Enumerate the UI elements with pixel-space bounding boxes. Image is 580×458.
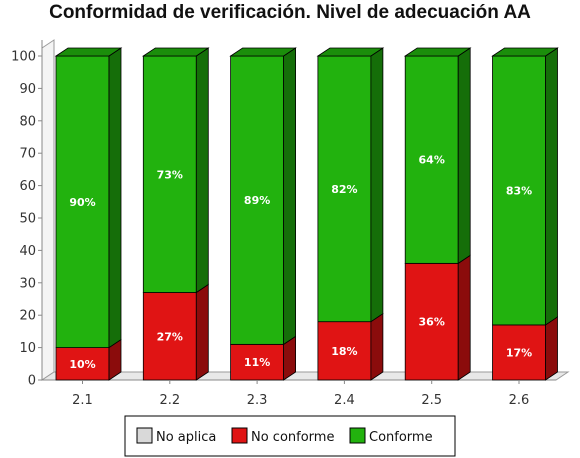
bar-side <box>545 47 558 326</box>
bar-stack-2.2: 27% 73% <box>141 47 210 381</box>
legend-swatch <box>231 427 248 444</box>
data-label: 17% <box>506 346 532 359</box>
left-wall <box>41 39 55 381</box>
legend-item: No conforme <box>231 427 334 445</box>
bar-top <box>316 47 385 57</box>
bar-side <box>195 283 209 381</box>
y-tick-label: 20 <box>19 309 36 324</box>
bar-side <box>370 47 384 323</box>
legend-box <box>124 415 456 457</box>
bar-segment <box>404 262 459 381</box>
bar-stack-2.1: 10% 90% <box>54 47 123 381</box>
data-label: 89% <box>244 194 270 207</box>
bar-segment <box>142 292 197 381</box>
bar-segment <box>317 321 372 381</box>
legend-item: No aplica <box>136 427 216 445</box>
y-tick-label: 50 <box>19 212 36 227</box>
bar-side <box>457 47 471 265</box>
bar-segment <box>317 55 372 323</box>
bars: 10% 90% 27% 73% 11% 89% 18% 82% 36% 64% 17% 83% <box>54 47 559 381</box>
x-tick-label: 2.4 <box>334 393 355 408</box>
y-tick-label: 90 <box>19 82 36 97</box>
data-label: 83% <box>506 184 532 197</box>
bar-top <box>141 47 210 57</box>
data-label: 64% <box>419 154 445 167</box>
bar-stack-2.4: 18% 82% <box>316 47 385 381</box>
x-tick-label: 2.2 <box>159 393 180 408</box>
y-tick-label: 70 <box>19 147 36 162</box>
data-label: 18% <box>331 345 357 358</box>
y-tick-label: 60 <box>19 179 36 194</box>
y-tick-label: 10 <box>19 341 36 356</box>
legend-swatch <box>349 427 366 444</box>
bar-top <box>403 47 472 57</box>
x-tick-label: 2.1 <box>72 393 93 408</box>
legend-label: No aplica <box>156 430 216 445</box>
bar-stack-2.6: 17% 83% <box>491 47 559 381</box>
data-label: 82% <box>331 183 357 196</box>
bar-side <box>545 316 558 381</box>
legend-item: Conforme <box>349 427 433 445</box>
floor <box>40 371 570 381</box>
bar-stack-2.3: 11% 89% <box>229 47 297 381</box>
y-tick-label: 80 <box>19 114 36 129</box>
bar-side <box>370 312 384 381</box>
y-tick-label: 100 <box>11 50 36 65</box>
bar-side <box>195 47 209 294</box>
chart-title: Conformidad de verificación. Nivel de ad… <box>49 2 531 23</box>
bar-top <box>229 47 297 57</box>
x-axis: 2.1 2.2 2.3 2.4 2.5 2.6 <box>72 380 529 408</box>
y-tick-label: 0 <box>28 374 36 389</box>
legend: No aplica No conforme Conforme <box>124 415 456 457</box>
bar-top <box>491 47 559 57</box>
x-tick-label: 2.5 <box>421 393 442 408</box>
data-label: 11% <box>244 356 270 369</box>
bar-segment <box>55 347 110 381</box>
bar-side <box>108 47 122 349</box>
data-label: 27% <box>157 330 183 343</box>
x-tick-label: 2.3 <box>247 393 268 408</box>
y-tick-label: 30 <box>19 276 36 291</box>
bar-segment <box>230 343 285 381</box>
bar-side <box>283 47 297 346</box>
legend-label: Conforme <box>369 430 433 445</box>
data-label: 10% <box>69 358 95 371</box>
bar-top <box>54 47 123 57</box>
bar-side <box>457 254 471 381</box>
y-tick-label: 40 <box>19 244 36 259</box>
y-axis: 0 10 20 30 40 50 60 70 80 90 100 <box>11 50 42 389</box>
bar-stack-2.5: 36% 64% <box>403 47 472 381</box>
data-label: 90% <box>69 196 95 209</box>
x-tick-label: 2.6 <box>509 393 530 408</box>
legend-label: No conforme <box>251 430 334 445</box>
legend-swatch <box>136 427 153 444</box>
data-label: 36% <box>419 316 445 329</box>
bar-segment <box>142 55 197 293</box>
data-label: 73% <box>157 168 183 181</box>
